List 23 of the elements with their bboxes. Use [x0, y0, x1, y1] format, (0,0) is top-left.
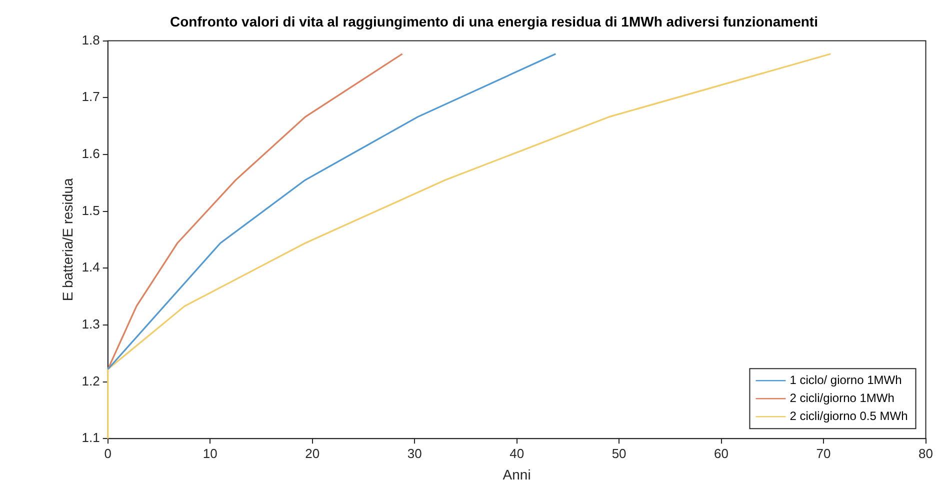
y-tick-label: 1.8: [82, 32, 100, 48]
y-tick-label: 1.3: [82, 316, 100, 332]
x-tick-label: 50: [612, 446, 626, 461]
chart-title: Confronto valori di vita al raggiungimento di una energia residua di 1MWh adiversi funzionamenti: [170, 13, 818, 30]
y-tick-label: 1.7: [82, 89, 100, 104]
x-tick-label: 0: [104, 446, 112, 461]
x-tick-label: 40: [510, 446, 524, 461]
y-tick-label: 1.6: [82, 146, 100, 162]
y-tick-label: 1.5: [82, 202, 100, 218]
y-tick-label: 1.2: [82, 373, 100, 388]
x-axis-title: Anni: [502, 466, 531, 482]
x-tick-label: 60: [714, 446, 729, 461]
y-tick-label: 1.4: [82, 260, 100, 275]
x-tick-label: 30: [407, 446, 422, 461]
legend-label: 1 ciclo/ giorno 1MWh: [790, 372, 902, 387]
y-axis-title: E batteria/E residua: [59, 178, 76, 302]
x-tick-label: 80: [918, 446, 934, 461]
x-tick-label: 70: [816, 446, 831, 461]
legend-label: 2 cicli/giorno 0.5 MWh: [790, 408, 908, 423]
y-tick-label: 1.1: [82, 430, 100, 446]
x-tick-label: 10: [202, 446, 218, 461]
legend-label: 2 cicli/giorno 1MWh: [790, 390, 894, 405]
x-tick-label: 20: [305, 446, 320, 461]
